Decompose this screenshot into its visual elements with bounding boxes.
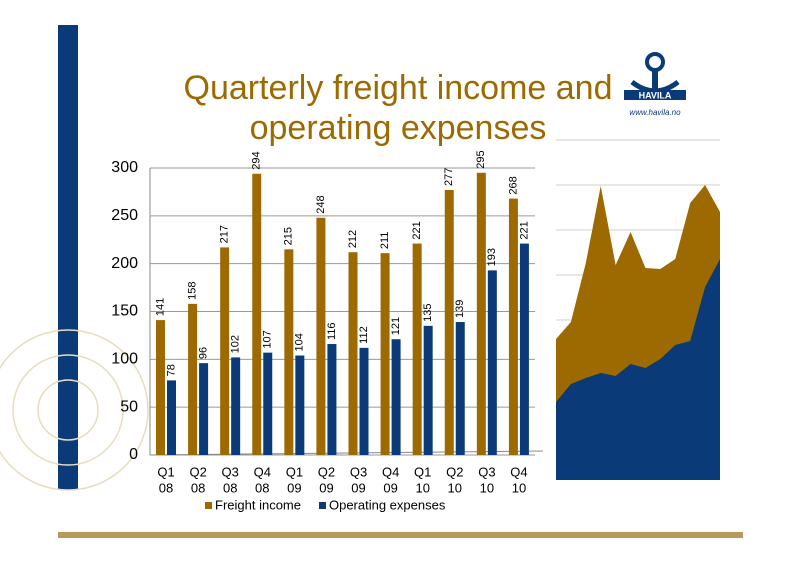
x-tick-label: Q3 (478, 464, 495, 479)
bar (423, 325, 433, 455)
title-line: Quarterly freight income and (184, 69, 613, 107)
x-tick-label: 10 (512, 480, 526, 495)
value-label: 107 (262, 330, 274, 348)
bar (220, 247, 230, 455)
y-tick-label: 300 (111, 159, 138, 176)
value-label: 212 (347, 230, 359, 248)
bar (359, 347, 369, 455)
logo-url: www.havila.no (629, 108, 681, 117)
decor-circles (0, 329, 149, 491)
bar (188, 303, 198, 455)
bar (327, 344, 337, 455)
x-tick-label: Q2 (318, 464, 335, 479)
logo-name: HAVILA (639, 90, 672, 100)
value-label: 121 (390, 317, 402, 335)
value-label: 193 (486, 248, 498, 266)
x-tick-label: 08 (223, 480, 237, 495)
x-tick-label: 08 (191, 480, 205, 495)
x-tick-label: Q3 (350, 464, 367, 479)
area (556, 259, 720, 480)
bar (519, 243, 529, 455)
bar (476, 172, 486, 456)
x-tick-label: 08 (159, 480, 173, 495)
bar (487, 270, 497, 455)
y-tick-label: 250 (111, 207, 138, 224)
legend-label: Operating expenses (329, 497, 446, 512)
x-tick-label: 10 (448, 480, 462, 495)
value-label: 215 (283, 227, 295, 245)
value-label: 78 (165, 364, 177, 376)
bar (295, 355, 305, 455)
value-label: 294 (251, 151, 263, 169)
bar (444, 190, 454, 455)
bar (391, 339, 401, 455)
value-label: 135 (422, 303, 434, 321)
value-label: 116 (326, 322, 338, 340)
y-tick-label: 0 (129, 446, 138, 463)
bar (455, 322, 465, 455)
x-tick-label: Q4 (254, 464, 271, 479)
bar (156, 320, 165, 455)
bar (412, 243, 422, 455)
legend-swatch (205, 502, 212, 509)
value-label: 221 (518, 221, 530, 239)
y-tick-label: 200 (111, 255, 138, 272)
bar (252, 173, 262, 456)
legend-label: Freight income (215, 497, 301, 512)
title-line: operating expenses (250, 109, 547, 147)
x-tick-label: 10 (480, 480, 494, 495)
bar (348, 252, 358, 455)
legend-swatch (318, 502, 326, 509)
value-label: 158 (186, 281, 198, 299)
bottom-rule (58, 532, 743, 538)
bar (263, 352, 273, 455)
value-label: 139 (454, 300, 466, 318)
x-tick-label: Q2 (446, 464, 463, 479)
x-tick-label: 08 (255, 480, 269, 495)
logo: HAVILA www.havila.no (624, 52, 686, 117)
x-tick-label: Q4 (510, 464, 527, 479)
x-tick-label: 09 (319, 480, 333, 495)
value-label: 112 (358, 326, 370, 344)
x-tick-label: 09 (287, 480, 301, 495)
side-band (58, 25, 78, 490)
bar (380, 253, 390, 455)
value-label: 211 (379, 232, 391, 250)
value-label: 96 (197, 347, 209, 359)
x-tick-label: 09 (351, 480, 365, 495)
value-label: 277 (443, 168, 455, 186)
y-tick-label: 50 (120, 398, 138, 415)
value-label: 221 (411, 221, 423, 239)
bar (231, 357, 241, 455)
x-tick-label: Q3 (222, 464, 239, 479)
x-tick-label: Q4 (382, 464, 399, 479)
value-label: 102 (230, 335, 242, 353)
value-label: 141 (154, 298, 166, 316)
x-tick-label: Q1 (286, 464, 303, 479)
x-tick-label: Q2 (189, 464, 206, 479)
value-label: 268 (507, 176, 519, 194)
bar (508, 198, 518, 455)
bar (284, 249, 294, 455)
value-label: 295 (475, 150, 487, 168)
x-tick-label: Q1 (414, 464, 431, 479)
value-label: 217 (219, 225, 231, 243)
x-tick-label: 10 (415, 480, 429, 495)
value-label: 104 (294, 333, 306, 351)
x-tick-label: 09 (383, 480, 397, 495)
bar (167, 380, 176, 455)
bar (199, 363, 209, 455)
y-tick-label: 150 (111, 303, 138, 320)
bar (316, 217, 326, 455)
y-tick-label: 100 (111, 351, 138, 368)
x-tick-label: Q1 (157, 464, 174, 479)
value-label: 248 (315, 195, 327, 213)
